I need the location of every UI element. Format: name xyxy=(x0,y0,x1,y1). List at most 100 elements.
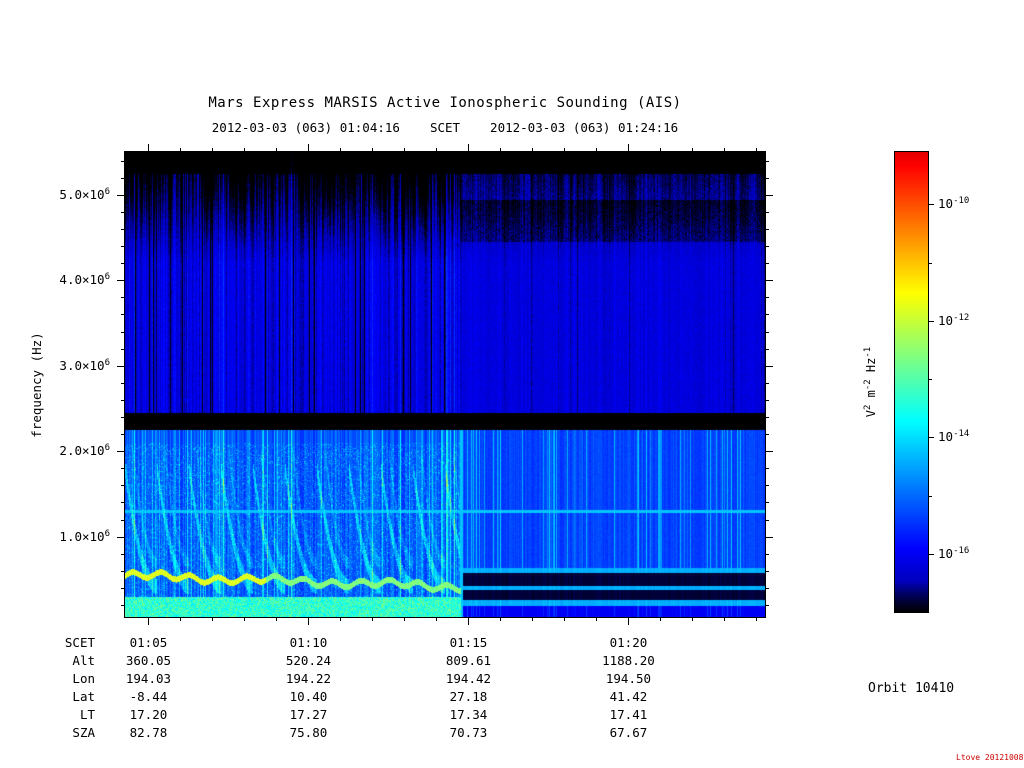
axis-tick xyxy=(765,160,769,162)
y-tick-exponent: 6 xyxy=(104,443,110,454)
axis-tick xyxy=(340,617,342,621)
axis-tick xyxy=(628,144,630,152)
axis-tick xyxy=(564,617,566,621)
axis-tick xyxy=(121,297,125,299)
colorbar-tick-base: 10 xyxy=(938,196,954,212)
axis-tick xyxy=(404,617,406,621)
y-tick-exponent: 6 xyxy=(104,357,110,368)
axis-tick xyxy=(692,148,694,152)
axis-tick xyxy=(121,553,125,555)
table-cell: 1188.20 xyxy=(602,653,655,668)
axis-tick xyxy=(532,148,534,152)
axis-tick xyxy=(117,365,125,367)
axis-tick xyxy=(117,194,125,196)
axis-tick xyxy=(765,502,769,504)
unit-segment: V xyxy=(864,410,878,418)
axis-tick xyxy=(765,485,769,487)
y-tick-mantissa: 1.0×10 xyxy=(59,528,105,544)
axis-tick xyxy=(724,148,726,152)
axis-tick xyxy=(500,617,502,621)
table-row-label: LT xyxy=(79,707,95,722)
table-cell: 194.22 xyxy=(285,671,332,686)
axis-tick xyxy=(756,617,758,621)
y-tick-label: 1.0×106 xyxy=(38,528,110,546)
table-row-label: Lat xyxy=(72,689,95,704)
table-cell: 01:15 xyxy=(449,635,488,650)
axis-tick xyxy=(928,262,932,264)
y-tick-mantissa: 2.0×10 xyxy=(59,443,105,459)
y-tick-mantissa: 4.0×10 xyxy=(59,272,105,288)
y-tick-exponent: 6 xyxy=(104,528,110,539)
table-cell: 82.78 xyxy=(129,725,168,740)
y-tick-label: 5.0×106 xyxy=(38,186,110,204)
axis-tick xyxy=(121,246,125,248)
axis-tick xyxy=(212,617,214,621)
axis-tick xyxy=(244,617,246,621)
axis-tick xyxy=(117,280,125,282)
table-cell: -8.44 xyxy=(129,689,168,704)
axis-tick xyxy=(765,587,769,589)
axis-tick xyxy=(928,320,934,322)
axis-tick xyxy=(928,379,932,381)
axis-tick xyxy=(765,553,769,555)
y-tick-exponent: 6 xyxy=(104,272,110,283)
scet-start-time: 2012-03-03 (063) 01:04:16 xyxy=(211,120,400,135)
axis-tick xyxy=(928,437,934,439)
axis-tick xyxy=(765,297,769,299)
axis-tick xyxy=(436,148,438,152)
y-tick-label: 4.0×106 xyxy=(38,271,110,289)
axis-tick xyxy=(340,148,342,152)
axis-tick xyxy=(765,382,769,384)
scet-end-time: 2012-03-03 (063) 01:24:16 xyxy=(490,120,679,135)
axis-tick xyxy=(765,399,769,401)
y-tick-exponent: 6 xyxy=(104,186,110,197)
table-cell: 67.67 xyxy=(609,725,648,740)
axis-tick xyxy=(436,617,438,621)
axis-tick xyxy=(121,416,125,418)
watermark-text: Ltove 20121008 xyxy=(956,753,1024,762)
axis-tick xyxy=(308,617,310,625)
axis-tick xyxy=(765,451,773,453)
axis-tick xyxy=(121,519,125,521)
axis-tick xyxy=(765,365,773,367)
y-tick-label: 3.0×106 xyxy=(38,357,110,375)
axis-tick xyxy=(121,382,125,384)
colorbar-tick-exponent: -14 xyxy=(953,429,970,440)
axis-tick xyxy=(117,451,125,453)
axis-tick xyxy=(121,314,125,316)
axis-tick xyxy=(121,468,125,470)
chart-title: Mars Express MARSIS Active Ionospheric S… xyxy=(208,95,682,111)
table-cell: 41.42 xyxy=(609,689,648,704)
axis-tick xyxy=(928,495,932,497)
axis-tick xyxy=(121,399,125,401)
unit-segment: -2 xyxy=(863,379,873,391)
axis-tick xyxy=(148,144,150,152)
colorbar-tick-exponent: -10 xyxy=(953,196,970,207)
spectrogram-canvas xyxy=(124,151,766,618)
table-row-label: Alt xyxy=(72,653,95,668)
axis-tick xyxy=(596,148,598,152)
axis-tick xyxy=(532,617,534,621)
table-cell: 17.34 xyxy=(449,707,488,722)
table-cell: 194.50 xyxy=(605,671,652,686)
axis-tick xyxy=(765,314,769,316)
y-tick-mantissa: 3.0×10 xyxy=(59,357,105,373)
axis-tick xyxy=(121,502,125,504)
axis-tick xyxy=(212,148,214,152)
colorbar-tick-exponent: -12 xyxy=(953,312,970,323)
axis-tick xyxy=(765,280,773,282)
table-cell: 01:20 xyxy=(609,635,648,650)
axis-tick xyxy=(121,485,125,487)
axis-tick xyxy=(121,160,125,162)
axis-tick xyxy=(692,617,694,621)
axis-tick xyxy=(765,468,769,470)
unit-segment: 2 xyxy=(863,404,873,411)
axis-tick xyxy=(765,263,769,265)
chart-subtitle: 2012-03-03 (063) 01:04:16 SCET 2012-03-0… xyxy=(125,120,765,135)
axis-tick xyxy=(180,617,182,621)
table-cell: 194.42 xyxy=(445,671,492,686)
axis-tick xyxy=(276,617,278,621)
axis-tick xyxy=(724,617,726,621)
unit-segment: -1 xyxy=(863,346,873,358)
axis-tick xyxy=(756,148,758,152)
